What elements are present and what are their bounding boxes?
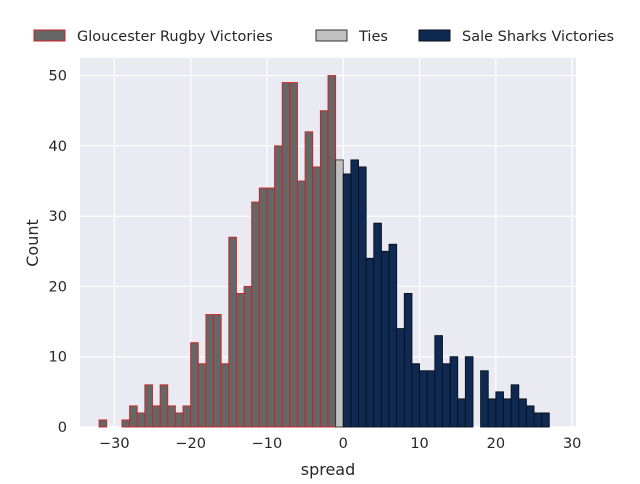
y-tick-label: 40	[49, 139, 67, 155]
histogram-bar	[487, 398, 497, 428]
histogram-bar	[144, 384, 153, 428]
histogram-bar	[464, 356, 474, 428]
legend-swatch	[315, 29, 348, 42]
histogram-bar	[365, 257, 375, 428]
histogram-bar	[98, 419, 108, 428]
x-tick-label: 20	[487, 436, 505, 452]
histogram-bar	[426, 370, 436, 428]
y-axis-label: Count	[23, 219, 42, 267]
y-tick-label: 50	[49, 69, 67, 85]
histogram-bar	[228, 236, 237, 428]
legend-item: Gloucester Rugby Victories	[33, 29, 273, 45]
histogram-bar	[480, 370, 489, 428]
bars	[98, 75, 550, 428]
histogram-bar	[518, 398, 527, 428]
histogram-bar	[281, 82, 291, 428]
y-tick-label: 10	[49, 350, 67, 366]
x-tick-label: 0	[339, 436, 348, 452]
histogram-bar	[197, 363, 207, 428]
legend-label: Ties	[358, 29, 388, 45]
histogram-bar	[541, 412, 550, 428]
x-axis-ticks: −30 −20 −10 0 10 20 30	[99, 436, 581, 452]
histogram-bar	[457, 398, 466, 428]
legend-item: Sale Sharks Victories	[418, 29, 614, 45]
histogram-bar	[159, 384, 169, 428]
histogram-bar	[525, 405, 535, 428]
x-tick-label: −20	[175, 436, 206, 452]
histogram-bar	[510, 384, 520, 428]
histogram-bar	[442, 363, 451, 428]
histogram-bar	[235, 293, 245, 428]
y-tick-label: 20	[49, 279, 67, 295]
histogram-bar	[419, 370, 428, 428]
legend-label: Gloucester Rugby Victories	[77, 29, 273, 45]
histogram-bar	[213, 314, 222, 428]
legend-swatch	[33, 29, 66, 42]
histogram-bar	[327, 75, 337, 428]
histogram-bar	[251, 201, 260, 428]
legend-label: Sale Sharks Victories	[462, 29, 614, 45]
histogram-bar	[335, 159, 344, 428]
histogram-bar	[533, 412, 543, 428]
y-tick-label: 0	[58, 420, 67, 436]
histogram-bar	[388, 243, 398, 428]
histogram-bar	[190, 342, 199, 428]
x-tick-label: 30	[563, 436, 581, 452]
histogram-bar	[152, 405, 161, 428]
x-tick-label: −30	[99, 436, 130, 452]
histogram-bar	[449, 356, 459, 428]
histogram-bar	[205, 314, 214, 428]
histogram-bar	[297, 180, 306, 428]
histogram-bar	[312, 166, 321, 428]
y-axis-ticks: 0 10 20 30 40 50	[49, 69, 67, 436]
y-tick-label: 30	[49, 209, 67, 225]
histogram-bar	[304, 131, 314, 428]
histogram-bar	[220, 363, 230, 428]
histogram-bar	[174, 412, 184, 428]
histogram-bar	[403, 293, 413, 428]
histogram-bar	[411, 363, 421, 428]
x-tick-label: −10	[252, 436, 283, 452]
histogram-bar	[274, 145, 283, 428]
histogram-bar	[121, 419, 131, 428]
histogram-bar	[350, 159, 359, 428]
histogram-bar	[503, 398, 512, 428]
legend-swatch	[418, 29, 451, 42]
legend: Gloucester Rugby Victories Ties Sale Shark…	[33, 29, 614, 45]
histogram-bar	[342, 173, 352, 428]
histogram-bar	[258, 187, 268, 428]
histogram-bar	[495, 391, 504, 428]
histogram-bar	[380, 250, 390, 428]
histogram-bar	[373, 222, 382, 428]
histogram-bar	[182, 405, 192, 428]
x-axis-label: spread	[301, 460, 356, 479]
legend-item: Ties	[315, 29, 388, 45]
histogram-bar	[319, 110, 329, 428]
histogram-bar	[289, 82, 298, 428]
histogram-bar	[243, 285, 253, 428]
histogram-bar	[167, 405, 176, 428]
histogram-bar	[396, 328, 405, 428]
histogram-bar	[266, 187, 276, 428]
histogram-bar	[358, 166, 367, 428]
histogram-bar	[129, 405, 138, 428]
x-tick-label: 10	[410, 436, 428, 452]
histogram-bar	[434, 335, 443, 428]
histogram-bar	[136, 412, 146, 428]
